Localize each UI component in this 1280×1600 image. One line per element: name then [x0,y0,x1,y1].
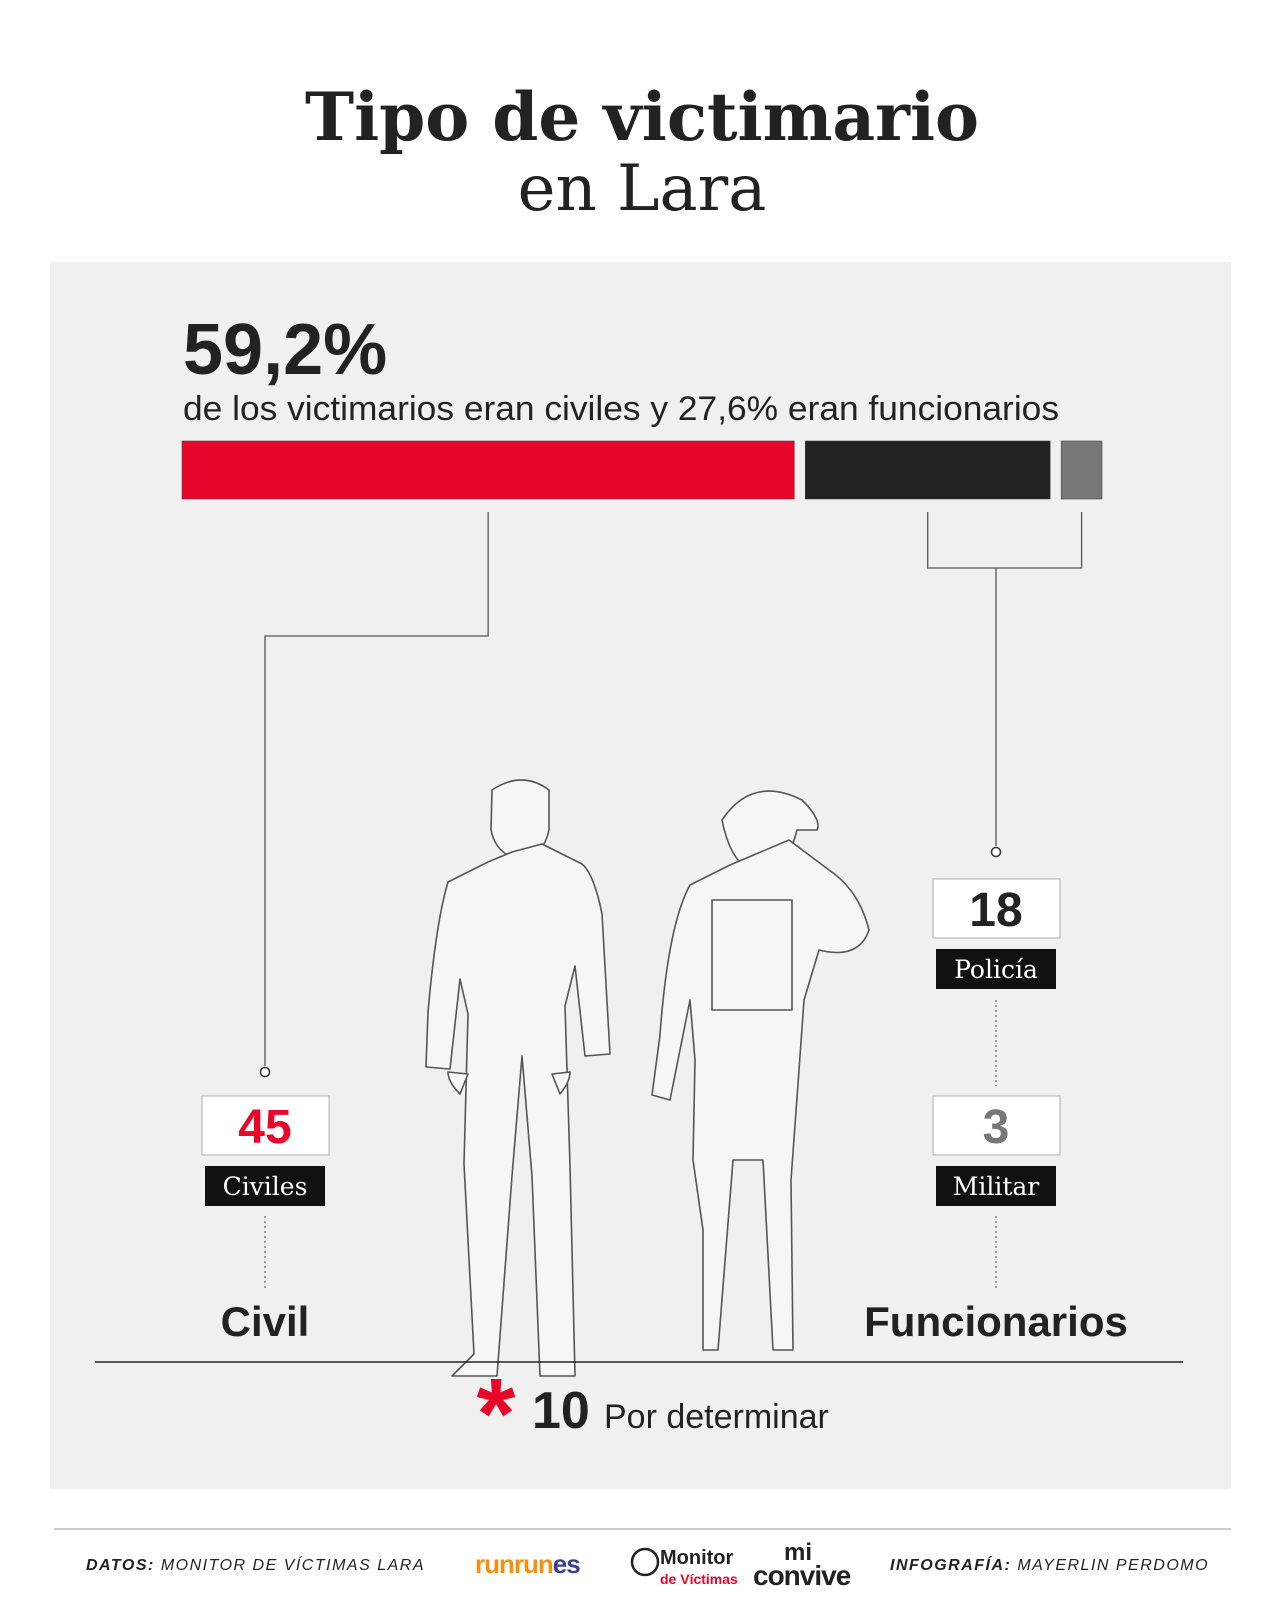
undetermined-label: Por determinar [604,1398,829,1436]
subheadline: de los victimarios eran civiles y 27,6% … [183,390,1059,428]
logo-runrunes: runrunes [475,1549,580,1579]
logo-icon [630,1547,660,1577]
group-label: Civil [221,1298,310,1345]
bar-segment [804,440,1051,500]
footer-source-label: DATOS: [86,1557,155,1574]
connector-dot [990,846,1002,858]
figure-officer [651,790,870,1351]
figure-civil [425,779,611,1377]
footer-credit: INFOGRAFÍA: MAYERLIN PERDOMO [890,1555,1209,1574]
asterisk: * [477,1358,516,1470]
footer-credit-name: MAYERLIN PERDOMO [1017,1557,1209,1574]
value-box [932,878,1061,939]
value-label: 45 [238,1101,291,1154]
logo-text: es [553,1549,580,1579]
category-label: Policía [954,955,1038,984]
value-label: 18 [969,884,1022,937]
value-box [932,1095,1061,1156]
value-box [201,1095,330,1156]
headline: 59,2% [183,310,387,390]
logo-text: runrun [475,1549,553,1579]
logo-monitor: Monitor de Víctimas [630,1547,738,1587]
logo-text: mi [784,1539,812,1566]
title-line2: en Lara [518,152,767,226]
footer-source: DATOS: MONITOR DE VÍCTIMAS LARA [86,1555,425,1574]
bar-segment [1060,440,1103,500]
title: Tipo de victimario [305,78,979,156]
footer-credit-label: INFOGRAFÍA: [890,1555,1011,1574]
logo-text: Monitor [660,1547,734,1569]
connector-dot [259,1066,271,1078]
bar-segment [181,440,795,500]
connector [264,512,489,1066]
category-box [936,949,1056,989]
connector [927,512,1083,569]
category-box [205,1166,325,1206]
footer-source-name: MONITOR DE VÍCTIMAS LARA [161,1555,425,1574]
value-label: 3 [983,1101,1010,1154]
category-box [936,1166,1056,1206]
undetermined-value: 10 [532,1382,590,1440]
logo-text: convive [753,1560,851,1591]
group-label: Funcionarios [864,1298,1128,1345]
logo-text: de Víctimas [660,1571,738,1587]
category-label: Civiles [223,1172,308,1201]
category-label: Militar [953,1172,1040,1201]
